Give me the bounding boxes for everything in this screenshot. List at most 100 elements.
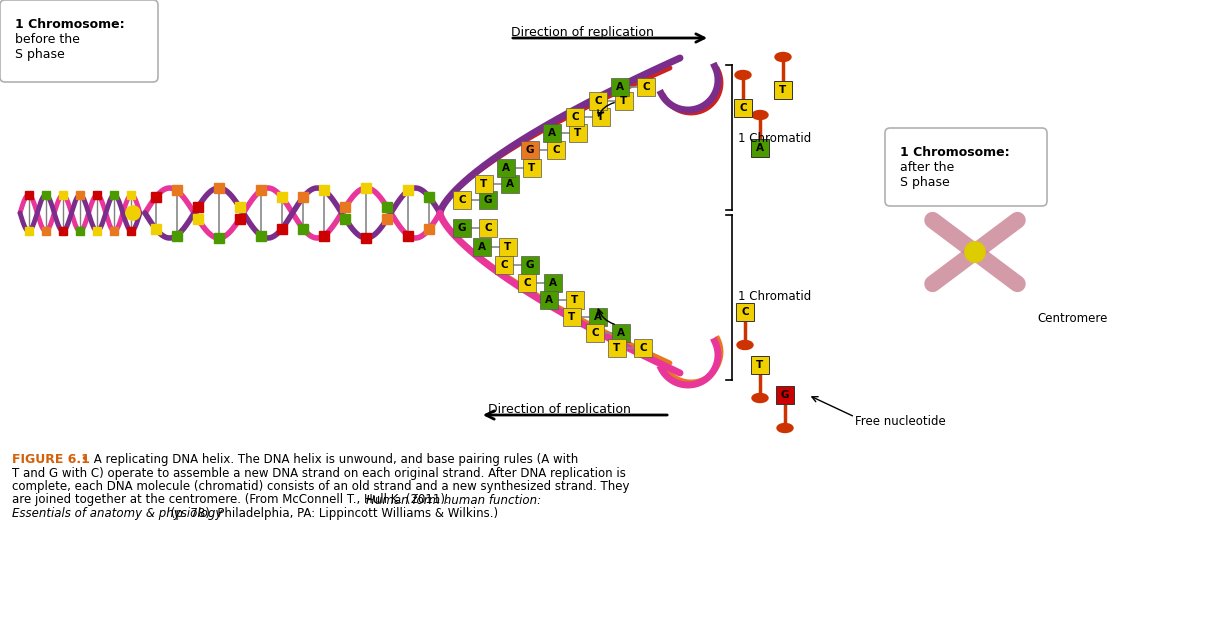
Text: (p. 78). Philadelphia, PA: Lippincott Williams & Wilkins.): (p. 78). Philadelphia, PA: Lippincott Wi…: [167, 507, 498, 520]
Text: T: T: [481, 179, 488, 189]
Bar: [277, 193, 286, 202]
Bar: [172, 231, 182, 241]
FancyBboxPatch shape: [612, 324, 630, 342]
Bar: [424, 193, 435, 202]
Text: A: A: [548, 128, 556, 138]
Text: T: T: [574, 128, 581, 138]
Text: C: C: [591, 328, 599, 338]
Text: after the: after the: [900, 161, 954, 174]
Bar: [128, 191, 135, 199]
Bar: [59, 227, 66, 235]
Bar: [42, 191, 49, 199]
Text: S phase: S phase: [15, 48, 65, 61]
Ellipse shape: [775, 52, 791, 62]
FancyBboxPatch shape: [567, 291, 584, 309]
Text: A: A: [756, 143, 764, 153]
Text: C: C: [739, 103, 747, 113]
Text: complete, each DNA molecule (chromatid) consists of an old strand and a new synt: complete, each DNA molecule (chromatid) …: [12, 480, 629, 493]
Bar: [111, 191, 118, 199]
FancyBboxPatch shape: [614, 92, 633, 110]
Text: FIGURE 6.1: FIGURE 6.1: [12, 453, 90, 466]
Bar: [76, 191, 84, 199]
Ellipse shape: [752, 110, 768, 120]
Text: Direction of replication: Direction of replication: [511, 26, 654, 39]
FancyBboxPatch shape: [611, 78, 629, 96]
Text: T: T: [779, 85, 787, 95]
Text: Human form human function:: Human form human function:: [366, 494, 541, 507]
Ellipse shape: [737, 341, 753, 349]
Text: C: C: [741, 307, 748, 317]
Text: A: A: [594, 312, 602, 322]
FancyBboxPatch shape: [589, 308, 607, 326]
Text: 1 Chromatid: 1 Chromatid: [737, 131, 811, 144]
FancyBboxPatch shape: [524, 159, 541, 177]
Bar: [93, 227, 101, 235]
FancyBboxPatch shape: [586, 324, 603, 342]
Bar: [59, 191, 66, 199]
Circle shape: [965, 242, 984, 262]
Text: Centromere: Centromere: [1037, 312, 1107, 325]
Bar: [25, 191, 33, 199]
Text: C: C: [594, 96, 602, 106]
Bar: [361, 233, 371, 243]
Bar: [76, 227, 84, 235]
FancyBboxPatch shape: [501, 175, 519, 193]
Text: C: C: [643, 82, 650, 92]
Text: 1 Chromatid: 1 Chromatid: [737, 291, 811, 304]
Ellipse shape: [777, 423, 793, 433]
Bar: [299, 193, 308, 202]
Text: C: C: [639, 343, 646, 353]
Bar: [256, 186, 265, 196]
FancyBboxPatch shape: [569, 124, 587, 142]
FancyBboxPatch shape: [775, 386, 794, 404]
Text: G: G: [484, 195, 493, 205]
Circle shape: [965, 242, 984, 262]
Text: T and G with C) operate to assemble a new DNA strand on each original strand. Af: T and G with C) operate to assemble a ne…: [12, 466, 626, 479]
Text: G: G: [780, 390, 789, 400]
FancyBboxPatch shape: [634, 339, 653, 357]
Text: T: T: [571, 295, 579, 305]
Text: G: G: [526, 260, 535, 270]
FancyBboxPatch shape: [567, 108, 584, 126]
FancyBboxPatch shape: [454, 219, 471, 237]
Ellipse shape: [752, 394, 768, 402]
Bar: [214, 233, 224, 243]
FancyBboxPatch shape: [774, 81, 791, 99]
Bar: [150, 193, 161, 202]
FancyBboxPatch shape: [736, 303, 755, 321]
FancyBboxPatch shape: [543, 124, 560, 142]
Bar: [42, 227, 49, 235]
Text: Direction of replication: Direction of replication: [488, 403, 630, 416]
Bar: [193, 202, 203, 212]
FancyBboxPatch shape: [637, 78, 655, 96]
FancyBboxPatch shape: [0, 0, 159, 82]
Text: T: T: [568, 312, 575, 322]
Bar: [235, 202, 245, 212]
Bar: [340, 202, 350, 212]
Bar: [235, 213, 245, 223]
Bar: [128, 227, 135, 235]
FancyBboxPatch shape: [497, 159, 515, 177]
FancyBboxPatch shape: [474, 175, 493, 193]
FancyBboxPatch shape: [751, 356, 769, 374]
FancyBboxPatch shape: [479, 219, 497, 237]
Text: S phase: S phase: [900, 176, 950, 189]
Bar: [150, 223, 161, 234]
Bar: [424, 223, 435, 234]
Text: Free nucleotide: Free nucleotide: [855, 415, 946, 428]
FancyBboxPatch shape: [517, 274, 536, 292]
FancyBboxPatch shape: [734, 99, 752, 117]
Bar: [382, 202, 392, 212]
Text: A: A: [501, 163, 510, 173]
FancyBboxPatch shape: [479, 191, 497, 209]
Text: C: C: [484, 223, 492, 233]
Text: 1 Chromosome:: 1 Chromosome:: [900, 146, 1010, 159]
Circle shape: [127, 206, 140, 220]
FancyBboxPatch shape: [495, 256, 512, 274]
Bar: [382, 213, 392, 223]
Text: G: G: [457, 223, 466, 233]
Text: •: •: [80, 453, 88, 466]
Text: Essentials of anatomy & physiology: Essentials of anatomy & physiology: [12, 507, 222, 520]
FancyBboxPatch shape: [499, 238, 517, 256]
FancyBboxPatch shape: [547, 141, 565, 159]
